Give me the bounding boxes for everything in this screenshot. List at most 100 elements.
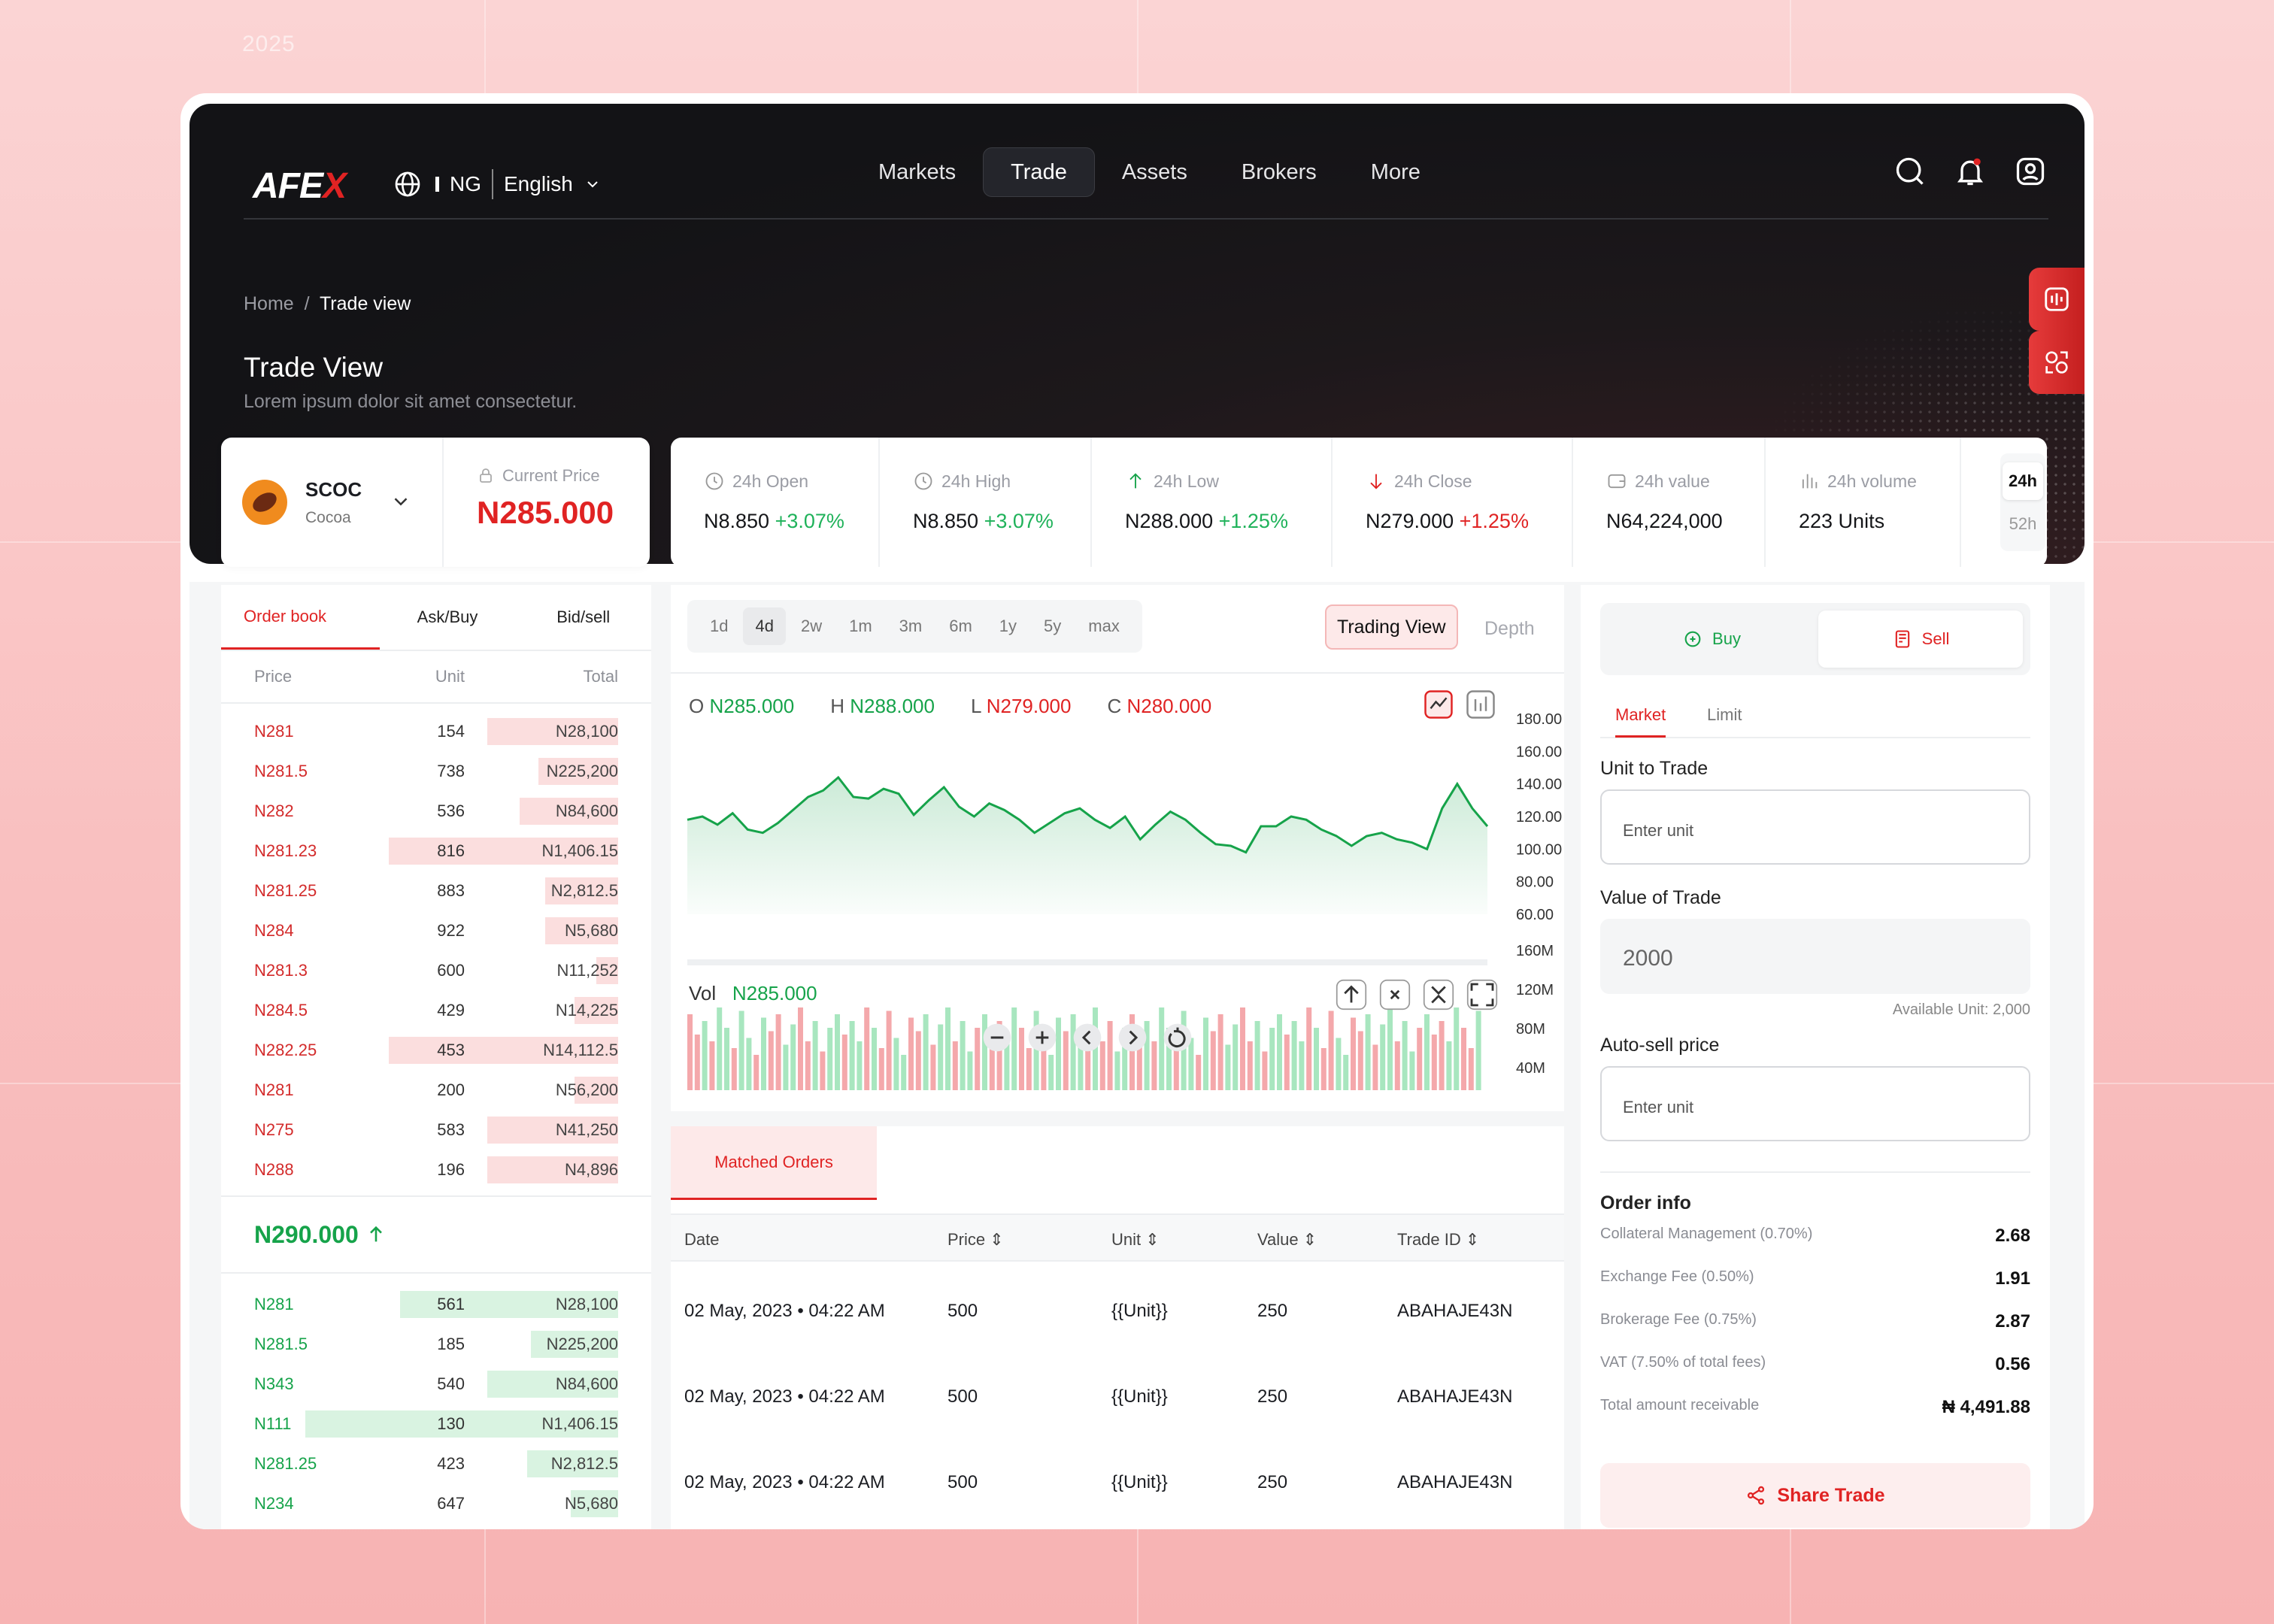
order-row[interactable]: N281.5 738 N225,200 xyxy=(221,751,651,791)
volume-bar xyxy=(952,1041,958,1090)
reset-icon[interactable] xyxy=(1163,1023,1193,1053)
zoom-out-icon[interactable] xyxy=(982,1023,1012,1053)
commodity-dropdown[interactable]: SCOC Cocoa xyxy=(221,438,444,567)
tab-ask-buy[interactable]: Ask/Buy xyxy=(417,607,478,626)
volume-bar xyxy=(1431,1035,1437,1090)
th-price[interactable]: Price ⇕ xyxy=(948,1230,1004,1249)
order-row[interactable]: N281.3 600 N11,252 xyxy=(221,950,651,990)
main-nav: Markets Trade Assets Brokers More xyxy=(851,147,1448,197)
period-24h[interactable]: 24h xyxy=(2003,462,2043,500)
order-row[interactable]: N284.5 429 N14,225 xyxy=(221,990,651,1030)
period-52h[interactable]: 52h xyxy=(2009,514,2037,533)
tab-order-book[interactable]: Order book xyxy=(221,585,380,650)
country-code: NG xyxy=(450,172,481,195)
order-row[interactable]: N234 647 N5,680 xyxy=(221,1483,651,1523)
th-unit[interactable]: Unit ⇕ xyxy=(1111,1230,1160,1249)
line-chart-icon[interactable] xyxy=(1423,689,1454,720)
volume-bar xyxy=(967,1051,973,1090)
timeframe-1d[interactable]: 1d xyxy=(710,617,729,635)
table-row[interactable]: 02 May, 2023 • 04:22 AM 500 {{Unit}} 250 ABA… xyxy=(671,1441,1564,1526)
order-unit: 429 xyxy=(437,1000,465,1020)
timeframe-5y[interactable]: 5y xyxy=(1044,617,1062,635)
user-icon[interactable] xyxy=(2014,155,2047,188)
commodity-selector[interactable]: SCOC Cocoa Current Price N285.000 xyxy=(221,438,650,567)
buy-tab[interactable]: Buy xyxy=(1608,611,1815,668)
logo[interactable]: AFEX xyxy=(253,166,347,206)
order-row[interactable]: N281.25 883 N2,812.5 xyxy=(221,871,651,910)
cell: 02 May, 2023 • 04:22 AM xyxy=(684,1386,885,1407)
volume-bar xyxy=(1048,1055,1054,1090)
order-row[interactable]: N275 583 N41,250 xyxy=(221,1110,651,1150)
close-circle-icon[interactable] xyxy=(1379,979,1411,1010)
volume-bar xyxy=(820,1051,826,1090)
order-row[interactable]: N282.25 453 N14,112.5 xyxy=(221,1030,651,1070)
fee-row: Total amount receivable ₦ 4,491.88 xyxy=(1600,1397,2030,1417)
nav-trade[interactable]: Trade xyxy=(983,147,1095,197)
arrow-up-box-icon[interactable] xyxy=(1336,979,1367,1010)
cocoa-icon xyxy=(242,480,287,525)
fee-row: Exchange Fee (0.50%) 1.91 xyxy=(1600,1268,2030,1289)
trade-workspace: Order book Ask/Buy Bid/sell Price Unit T… xyxy=(190,582,2084,1529)
table-row[interactable]: 02 May, 2023 • 04:22 AM 500 {{Unit}} 250 ABA… xyxy=(671,1355,1564,1441)
nav-more[interactable]: More xyxy=(1370,159,1420,184)
nav-assets[interactable]: Assets xyxy=(1121,159,1187,184)
timeframe-1y[interactable]: 1y xyxy=(999,617,1017,635)
volume-bar xyxy=(1099,1041,1105,1090)
timeframe-3m[interactable]: 3m xyxy=(899,617,923,635)
fullscreen-icon[interactable] xyxy=(1466,979,1498,1010)
sell-tab[interactable]: Sell xyxy=(1818,611,2023,668)
th-trade-id[interactable]: Trade ID ⇕ xyxy=(1397,1230,1480,1249)
order-row[interactable]: N281 561 N28,100 xyxy=(221,1284,651,1324)
depth-button[interactable]: Depth xyxy=(1484,618,1535,639)
collapse-icon[interactable] xyxy=(1423,979,1454,1010)
unit-input[interactable]: Enter unit xyxy=(1600,789,2030,865)
value-input[interactable]: 2000 xyxy=(1600,919,2030,994)
order-row[interactable]: N281.5 185 N225,200 xyxy=(221,1324,651,1364)
order-row[interactable]: N343 540 N84,600 xyxy=(221,1364,651,1404)
side-tab-exchange[interactable] xyxy=(2029,331,2084,394)
timeframe-4d[interactable]: 4d xyxy=(743,607,786,645)
tab-market[interactable]: Market xyxy=(1615,705,1666,738)
order-row[interactable]: N288 196 N4,896 xyxy=(221,1150,651,1189)
order-row[interactable]: N281 200 N56,200 xyxy=(221,1070,651,1110)
sell-icon xyxy=(1895,630,1909,648)
breadcrumb-home[interactable]: Home xyxy=(244,293,294,314)
order-row[interactable]: N281 154 N28,100 xyxy=(221,711,651,751)
order-row[interactable]: N281.23 816 N1,406.15 xyxy=(221,831,651,871)
stat-value: N8.850 xyxy=(704,510,770,532)
order-row[interactable]: N284 922 N5,680 xyxy=(221,910,651,950)
nav-markets[interactable]: Markets xyxy=(878,159,957,184)
volume-bar xyxy=(1033,1010,1039,1090)
price-line-chart[interactable]: 180.00 160.00 140.00 120.00 100.00 80.00 60.00… xyxy=(671,585,1564,1111)
auto-sell-input[interactable]: Enter unit xyxy=(1600,1066,2030,1141)
chevron-left-icon[interactable] xyxy=(1072,1023,1102,1053)
table-row[interactable]: 02 May, 2023 • 04:22 AM 500 {{Unit}} 250 ABA… xyxy=(671,1269,1564,1355)
share-trade-button[interactable]: Share Trade xyxy=(1600,1463,2030,1528)
search-icon[interactable] xyxy=(1893,155,1927,188)
volume-bar xyxy=(753,1055,760,1090)
th-value[interactable]: Value ⇕ xyxy=(1257,1230,1317,1249)
volume-bar xyxy=(1306,1007,1312,1090)
trading-view-button[interactable]: Trading View xyxy=(1325,604,1458,650)
tab-matched-orders[interactable]: Matched Orders xyxy=(671,1126,877,1200)
zoom-in-icon[interactable] xyxy=(1027,1023,1057,1053)
order-row[interactable]: N281.25 423 N2,812.5 xyxy=(221,1444,651,1483)
depth-bar xyxy=(538,758,618,785)
timeframe-2w[interactable]: 2w xyxy=(800,617,823,635)
order-row[interactable]: N282 536 N84,600 xyxy=(221,791,651,831)
bell-icon[interactable] xyxy=(1954,155,1987,188)
stat-3: 24h Close N279.000 +1.25% xyxy=(1333,438,1573,567)
order-row[interactable]: N111 130 N1,406.15 xyxy=(221,1404,651,1444)
stat-4: 24h value N64,224,000 xyxy=(1573,438,1766,567)
timeframe-1m[interactable]: 1m xyxy=(849,617,872,635)
tab-bid-sell[interactable]: Bid/sell xyxy=(556,607,611,626)
language-selector[interactable]: NG English xyxy=(393,165,602,203)
nav-brokers[interactable]: Brokers xyxy=(1241,159,1317,184)
chevron-right-icon[interactable] xyxy=(1117,1023,1148,1053)
candle-chart-icon[interactable] xyxy=(1465,689,1496,720)
tab-limit[interactable]: Limit xyxy=(1707,705,1742,724)
volume-bar xyxy=(938,1024,944,1090)
timeframe-6m[interactable]: 6m xyxy=(949,617,972,635)
timeframe-max[interactable]: max xyxy=(1088,617,1120,635)
side-tab-stats[interactable] xyxy=(2029,268,2084,331)
